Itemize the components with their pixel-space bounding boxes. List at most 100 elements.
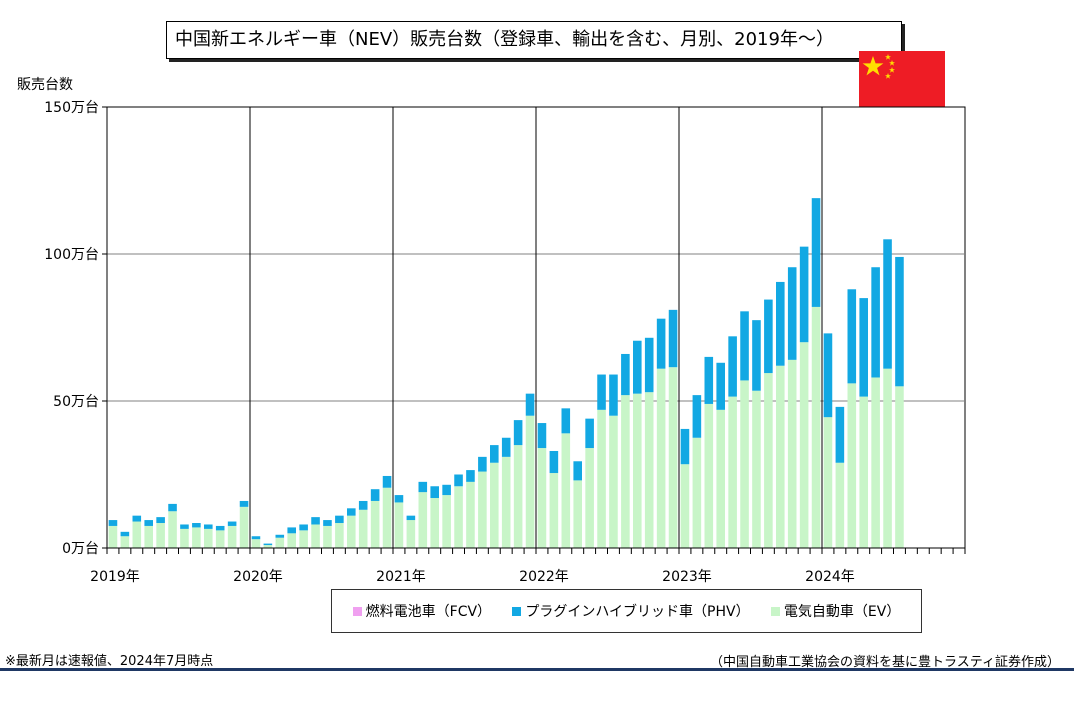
x-tick-label: 2023年 (662, 569, 712, 585)
bar-phv (394, 495, 404, 503)
bar-phv (847, 289, 857, 384)
bar-ev (513, 445, 523, 548)
bar-ev (394, 502, 404, 548)
bar-ev (299, 530, 308, 548)
bar-phv (621, 353, 630, 396)
bar-phv (859, 298, 868, 397)
bar-phv (132, 515, 142, 522)
bar-phv (716, 362, 725, 410)
bar-ev (549, 473, 559, 548)
bar-phv (585, 418, 594, 449)
bar-ev (156, 523, 165, 548)
legend: 燃料電池車（FCV） プラグインハイブリッド車（PHV） 電気自動車（EV） (331, 589, 922, 633)
bar-phv (513, 420, 523, 446)
bar-phv (823, 333, 833, 418)
bar-phv (680, 428, 690, 465)
bar-ev (692, 437, 702, 548)
bar-phv (549, 450, 559, 474)
chart-title: 中国新エネルギー車（NEV）販売台数（登録車、輸出を含む、月別、2019年～） (166, 21, 902, 59)
bar-phv (156, 517, 165, 524)
bar-phv (740, 311, 749, 381)
y-tick-label: 0万台 (62, 541, 99, 557)
bar-ev (466, 481, 475, 548)
bar-ev (239, 506, 249, 548)
bar-ev (823, 417, 833, 548)
bar-phv (609, 374, 618, 416)
bar-phv (442, 484, 451, 496)
bar-ev (215, 530, 225, 548)
bar-phv (537, 423, 547, 449)
bar-phv (525, 393, 535, 416)
bar-ev (275, 537, 285, 548)
bar-ev (597, 409, 606, 548)
bar-phv (144, 520, 153, 526)
bar-ev (680, 464, 690, 548)
bar-phv (597, 374, 606, 410)
bar-ev (418, 492, 428, 548)
bar-phv (406, 515, 416, 521)
legend-swatch-ev (770, 606, 780, 616)
bar-ev (895, 386, 904, 548)
bar-phv (299, 524, 308, 531)
bar-ev (728, 396, 737, 548)
bar-phv (501, 437, 511, 457)
bar-ev (227, 525, 237, 548)
bar-ev (787, 359, 797, 548)
x-tick-label: 2020年 (233, 569, 283, 585)
source-note: （中国自動車工業協会の資料を基に豊トラスティ証券作成） (710, 655, 1060, 670)
bar-phv (895, 256, 904, 387)
x-tick-label: 2022年 (519, 569, 569, 585)
bar-phv (418, 481, 428, 493)
y-tick-label: 150万台 (44, 100, 99, 116)
bar-phv (835, 406, 845, 463)
bar-phv (430, 486, 439, 499)
bar-ev (144, 525, 153, 548)
bar-ev (454, 486, 463, 548)
legend-item-fcv: 燃料電池車（FCV） (352, 601, 491, 621)
bar-ev (871, 377, 880, 548)
bar-ev (585, 448, 594, 548)
bar-phv (192, 523, 201, 528)
bar-ev (799, 342, 809, 548)
bar-ev (490, 462, 499, 548)
bar-phv (382, 475, 392, 488)
bar-ev (406, 520, 416, 548)
bar-ev (656, 368, 666, 548)
y-tick-label: 100万台 (44, 247, 99, 263)
bar-phv (799, 246, 809, 343)
bar-ev (382, 487, 392, 548)
bar-phv (466, 470, 475, 482)
bar-phv (668, 309, 678, 368)
bar-phv (883, 239, 892, 369)
bar-phv (180, 524, 189, 529)
bar-ev (501, 456, 511, 548)
bar-ev (120, 536, 130, 548)
bar-ev (192, 527, 201, 548)
bar-phv (776, 281, 785, 366)
bar-ev (776, 365, 785, 548)
bar-ev (263, 545, 273, 548)
bar-phv (287, 527, 296, 534)
bar-ev (335, 523, 344, 548)
bar-phv (692, 395, 702, 438)
bar-phv (347, 508, 356, 516)
bar-phv (370, 489, 380, 501)
bar-ev (644, 392, 654, 548)
bar-phv (311, 517, 320, 525)
bar-phv (644, 337, 654, 393)
bar-ev (859, 396, 868, 548)
legend-label-phv: プラグインハイブリッド車（PHV） (525, 604, 750, 620)
bar-ev (883, 368, 892, 548)
bar-phv (811, 198, 821, 307)
bar-phv (871, 267, 880, 378)
bar-phv (704, 356, 714, 404)
bar-phv (108, 520, 118, 526)
legend-item-phv: プラグインハイブリッド車（PHV） (512, 601, 750, 621)
bar-ev (537, 448, 547, 548)
bar-ev (204, 528, 213, 548)
bar-ev (180, 528, 189, 548)
y-tick-label: 50万台 (53, 394, 99, 410)
bar-ev (323, 525, 332, 548)
bar-ev (609, 415, 618, 548)
